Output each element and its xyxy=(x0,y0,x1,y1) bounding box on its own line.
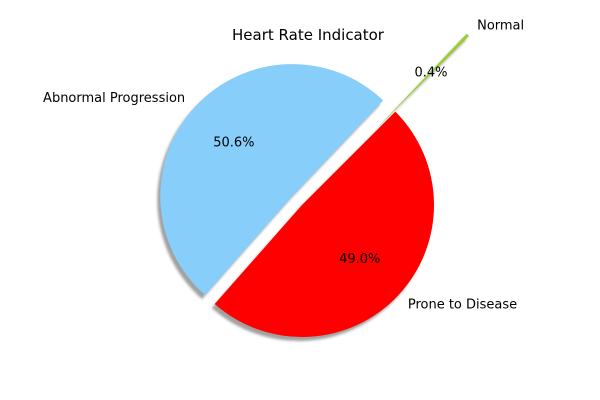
slice-percent-label: 49.0% xyxy=(339,252,380,267)
slice-percent-label: 0.4% xyxy=(415,66,448,81)
slice-label: Normal xyxy=(477,18,524,33)
label-layer: Normal 0.4% Abnormal Progression 50.6% Prone… xyxy=(43,18,524,312)
slice-percent-label: 50.6% xyxy=(213,136,254,151)
slice-layer xyxy=(160,33,470,338)
slice-label: Abnormal Progression xyxy=(43,91,185,106)
pie-slice-prone-to-disease xyxy=(214,111,435,338)
slice-label: Prone to Disease xyxy=(408,297,517,312)
chart-title: Heart Rate Indicator xyxy=(232,26,385,44)
pie-slice-abnormal-progression xyxy=(160,64,384,296)
pie-slice-normal xyxy=(375,33,470,130)
